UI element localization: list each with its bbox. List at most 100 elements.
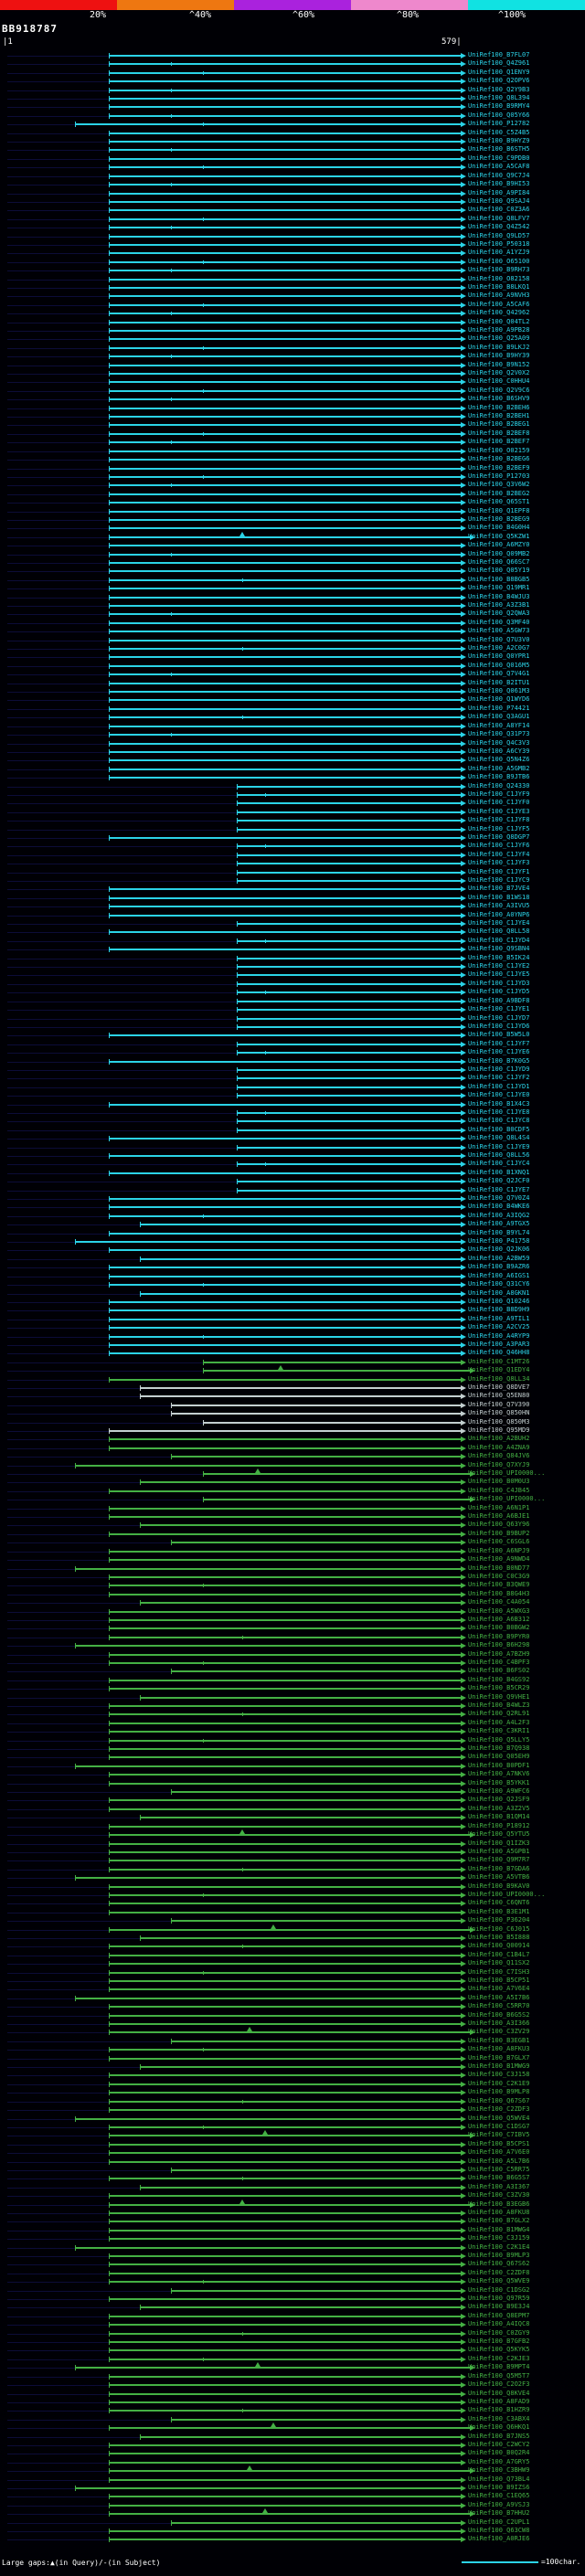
hit-row[interactable]: UniRef100_A7V6E4 xyxy=(0,1985,585,1993)
hit-row[interactable]: UniRef100_P18912 xyxy=(0,1822,585,1830)
hit-row[interactable]: UniRef100_A8FAD9 xyxy=(0,2398,585,2406)
hit-row[interactable]: UniRef100_A3IQG2 xyxy=(0,1212,585,1220)
hit-row[interactable]: UniRef100_C1JYF8 xyxy=(0,816,585,824)
hit-row[interactable]: UniRef100_C1MT26 xyxy=(0,1358,585,1366)
hit-row[interactable]: UniRef100_B1MWG9 xyxy=(0,2062,585,2071)
hit-row[interactable]: UniRef100_B2BEG9 xyxy=(0,515,585,524)
hit-row[interactable]: UniRef100_Q05Y19 xyxy=(0,567,585,575)
hit-row[interactable]: UniRef100_B6STH5 xyxy=(0,145,585,154)
hit-row[interactable]: UniRef100_A3I366 xyxy=(0,2019,585,2028)
hit-row[interactable]: UniRef100_Q95MD9 xyxy=(0,1426,585,1435)
hit-row[interactable]: UniRef100_Q7V4G1 xyxy=(0,670,585,678)
hit-row[interactable]: UniRef100_B5IK24 xyxy=(0,954,585,962)
hit-row[interactable]: UniRef100_C1JYC4 xyxy=(0,1160,585,1168)
hit-row[interactable]: UniRef100_Q061M3 xyxy=(0,687,585,695)
hit-row[interactable]: UniRef100_B1MWG4 xyxy=(0,2226,585,2234)
hit-row[interactable]: UniRef100_B1QM14 xyxy=(0,1813,585,1821)
hit-row[interactable]: UniRef100_Q9VHE1 xyxy=(0,1693,585,1701)
hit-row[interactable]: UniRef100_P74421 xyxy=(0,705,585,713)
hit-row[interactable]: UniRef100_A3PAR3 xyxy=(0,1341,585,1349)
hit-row[interactable]: UniRef100_B9N152 xyxy=(0,361,585,369)
hit-row[interactable]: UniRef100_Q84JV6 xyxy=(0,1452,585,1460)
hit-row[interactable]: UniRef100_B8BGB5 xyxy=(0,576,585,584)
hit-row[interactable]: UniRef100_Q016M5 xyxy=(0,662,585,670)
hit-row[interactable]: UniRef100_C1JYD7 xyxy=(0,1014,585,1023)
hit-row[interactable]: UniRef100_B7JNS5 xyxy=(0,2433,585,2441)
hit-row[interactable]: UniRef100_A3IVU5 xyxy=(0,902,585,910)
hit-row[interactable]: UniRef100_C3ABX4 xyxy=(0,2415,585,2423)
hit-row[interactable]: UniRef100_A1YZJ9 xyxy=(0,249,585,257)
hit-row[interactable]: UniRef100_Q9C7J4 xyxy=(0,172,585,180)
hit-row[interactable]: UniRef100_Q4C3V3 xyxy=(0,739,585,747)
hit-row[interactable]: UniRef100_C1JYE3 xyxy=(0,808,585,816)
hit-row[interactable]: UniRef100_C1JYD1 xyxy=(0,1083,585,1091)
hit-row[interactable]: UniRef100_B2BEF7 xyxy=(0,438,585,446)
hit-row[interactable]: UniRef100_B9HY39 xyxy=(0,352,585,360)
hit-row[interactable]: UniRef100_C0Z3A6 xyxy=(0,206,585,214)
hit-row[interactable]: UniRef100_C2K1E4 xyxy=(0,2243,585,2252)
hit-row[interactable]: UniRef100_A7V6E0 xyxy=(0,2148,585,2157)
hit-row[interactable]: UniRef100_B7GLX2 xyxy=(0,2217,585,2225)
hit-row[interactable]: UniRef100_B1WS18 xyxy=(0,894,585,902)
hit-row[interactable]: UniRef100_Q850M3 xyxy=(0,1418,585,1426)
hit-row[interactable]: UniRef100_Q10246 xyxy=(0,1298,585,1306)
hit-row[interactable]: UniRef100_A6IGS1 xyxy=(0,1272,585,1280)
hit-row[interactable]: UniRef100_Q8LL58 xyxy=(0,928,585,936)
hit-row[interactable]: UniRef100_C3BHW9 xyxy=(0,2465,585,2475)
hit-row[interactable]: UniRef100_A9PB28 xyxy=(0,326,585,334)
hit-row[interactable]: UniRef100_C1EQ65 xyxy=(0,2492,585,2500)
hit-row[interactable]: UniRef100_B0ND77 xyxy=(0,1564,585,1573)
hit-row[interactable]: UniRef100_C6QNT6 xyxy=(0,1899,585,1907)
hit-row[interactable]: UniRef100_P50318 xyxy=(0,240,585,249)
hit-row[interactable]: UniRef100_Q9SBN4 xyxy=(0,945,585,953)
hit-row[interactable]: UniRef100_Q5M5T7 xyxy=(0,2372,585,2380)
hit-row[interactable]: UniRef100_Q05Y66 xyxy=(0,111,585,120)
hit-row[interactable]: UniRef100_Q2V9C6 xyxy=(0,387,585,395)
hit-row[interactable]: UniRef100_A3Z2V5 xyxy=(0,1805,585,1813)
hit-row[interactable]: UniRef100_C1JYE7 xyxy=(0,1186,585,1194)
hit-row[interactable]: UniRef100_C2ZDF8 xyxy=(0,2269,585,2277)
hit-row[interactable]: UniRef100_B7K0G5 xyxy=(0,1057,585,1065)
hit-row[interactable]: UniRef100_B9RMY4 xyxy=(0,102,585,111)
hit-row[interactable]: UniRef100_C1JYF3 xyxy=(0,859,585,867)
hit-row[interactable]: UniRef100_B3E1M1 xyxy=(0,1908,585,1916)
hit-row[interactable]: UniRef100_B9MLP8 xyxy=(0,2088,585,2096)
hit-row[interactable]: UniRef100_B9YL74 xyxy=(0,1229,585,1237)
hit-row[interactable]: UniRef100_C1JYF2 xyxy=(0,1074,585,1082)
hit-row[interactable]: UniRef100_Q2JCF0 xyxy=(0,1177,585,1185)
hit-row[interactable]: UniRef100_B6FS02 xyxy=(0,1667,585,1675)
hit-row[interactable]: UniRef100_B7GFB2 xyxy=(0,2337,585,2346)
hit-row[interactable]: UniRef100_C1JYC9 xyxy=(0,876,585,885)
hit-row[interactable]: UniRef100_C1JYD4 xyxy=(0,937,585,945)
hit-row[interactable]: UniRef100_A4ZNA9 xyxy=(0,1444,585,1452)
hit-row[interactable]: UniRef100_C0C3G9 xyxy=(0,1573,585,1581)
hit-row[interactable]: UniRef100_O02159 xyxy=(0,447,585,455)
hit-row[interactable]: UniRef100_C1JYC8 xyxy=(0,1117,585,1125)
hit-row[interactable]: UniRef100_A2C0G7 xyxy=(0,644,585,652)
hit-row[interactable]: UniRef100_B5W5L0 xyxy=(0,1031,585,1039)
hit-row[interactable]: UniRef100_C1JYF6 xyxy=(0,842,585,850)
hit-row[interactable]: UniRef100_Q2QWA3 xyxy=(0,610,585,618)
hit-row[interactable]: UniRef100_Q7U3V0 xyxy=(0,636,585,644)
hit-row[interactable]: UniRef100_B2BEH6 xyxy=(0,404,585,412)
hit-row[interactable]: UniRef100_A5L7B6 xyxy=(0,2157,585,2166)
hit-row[interactable]: UniRef100_A0RJE6 xyxy=(0,2535,585,2543)
hit-row[interactable]: UniRef100_B9HI53 xyxy=(0,180,585,188)
hit-row[interactable]: UniRef100_Q19MR1 xyxy=(0,584,585,592)
hit-row[interactable]: UniRef100_A5WXG3 xyxy=(0,1607,585,1616)
hit-row[interactable]: UniRef100_A3I367 xyxy=(0,2183,585,2191)
hit-row[interactable]: UniRef100_C7IBV5 xyxy=(0,2130,585,2139)
hit-row[interactable]: UniRef100_C1JYF4 xyxy=(0,851,585,859)
hit-row[interactable]: UniRef100_Q8DVE7 xyxy=(0,1383,585,1392)
hit-row[interactable]: UniRef100_Q8LFV7 xyxy=(0,215,585,223)
hit-row[interactable]: UniRef100_Q67S67 xyxy=(0,2097,585,2105)
hit-row[interactable]: UniRef100_C2O2F3 xyxy=(0,2380,585,2389)
hit-row[interactable]: UniRef100_B2BEF8 xyxy=(0,429,585,438)
hit-row[interactable]: UniRef100_Q5N4Z6 xyxy=(0,756,585,764)
hit-row[interactable]: UniRef100_C5RR75 xyxy=(0,2166,585,2174)
hit-row[interactable]: UniRef100_C1JYF5 xyxy=(0,825,585,833)
hit-row[interactable]: UniRef100_A3Z3B1 xyxy=(0,601,585,610)
hit-row[interactable]: UniRef100_C2K1E9 xyxy=(0,2080,585,2088)
hit-row[interactable]: UniRef100_A9PI84 xyxy=(0,189,585,197)
hit-row[interactable]: UniRef100_Q97R59 xyxy=(0,2295,585,2303)
